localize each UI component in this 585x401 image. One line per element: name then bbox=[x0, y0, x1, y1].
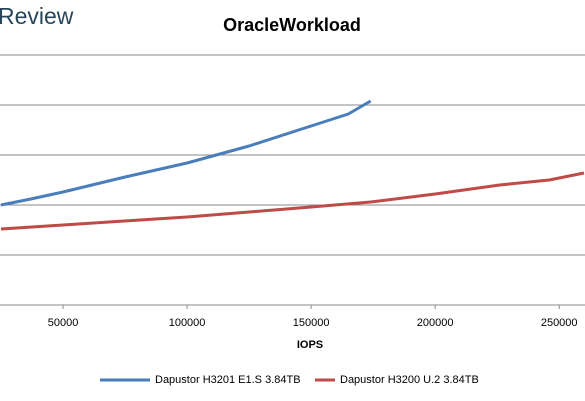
x-tick-label: 100000 bbox=[169, 317, 206, 329]
series-line bbox=[0, 99, 372, 207]
x-tick-label: 150000 bbox=[293, 317, 330, 329]
x-tick-label: 200000 bbox=[417, 317, 454, 329]
legend-label: Dapustor H3200 U.2 3.84TB bbox=[340, 374, 479, 386]
x-tick-label: 50000 bbox=[48, 317, 79, 329]
x-tick-label: 250000 bbox=[541, 317, 578, 329]
legend-label: Dapustor H3201 E1.S 3.84TB bbox=[155, 374, 301, 386]
brand: Review bbox=[0, 3, 74, 29]
x-axis-label: IOPS bbox=[297, 339, 323, 351]
series-line bbox=[0, 171, 585, 231]
chart-title: OracleWorkload bbox=[223, 15, 361, 35]
